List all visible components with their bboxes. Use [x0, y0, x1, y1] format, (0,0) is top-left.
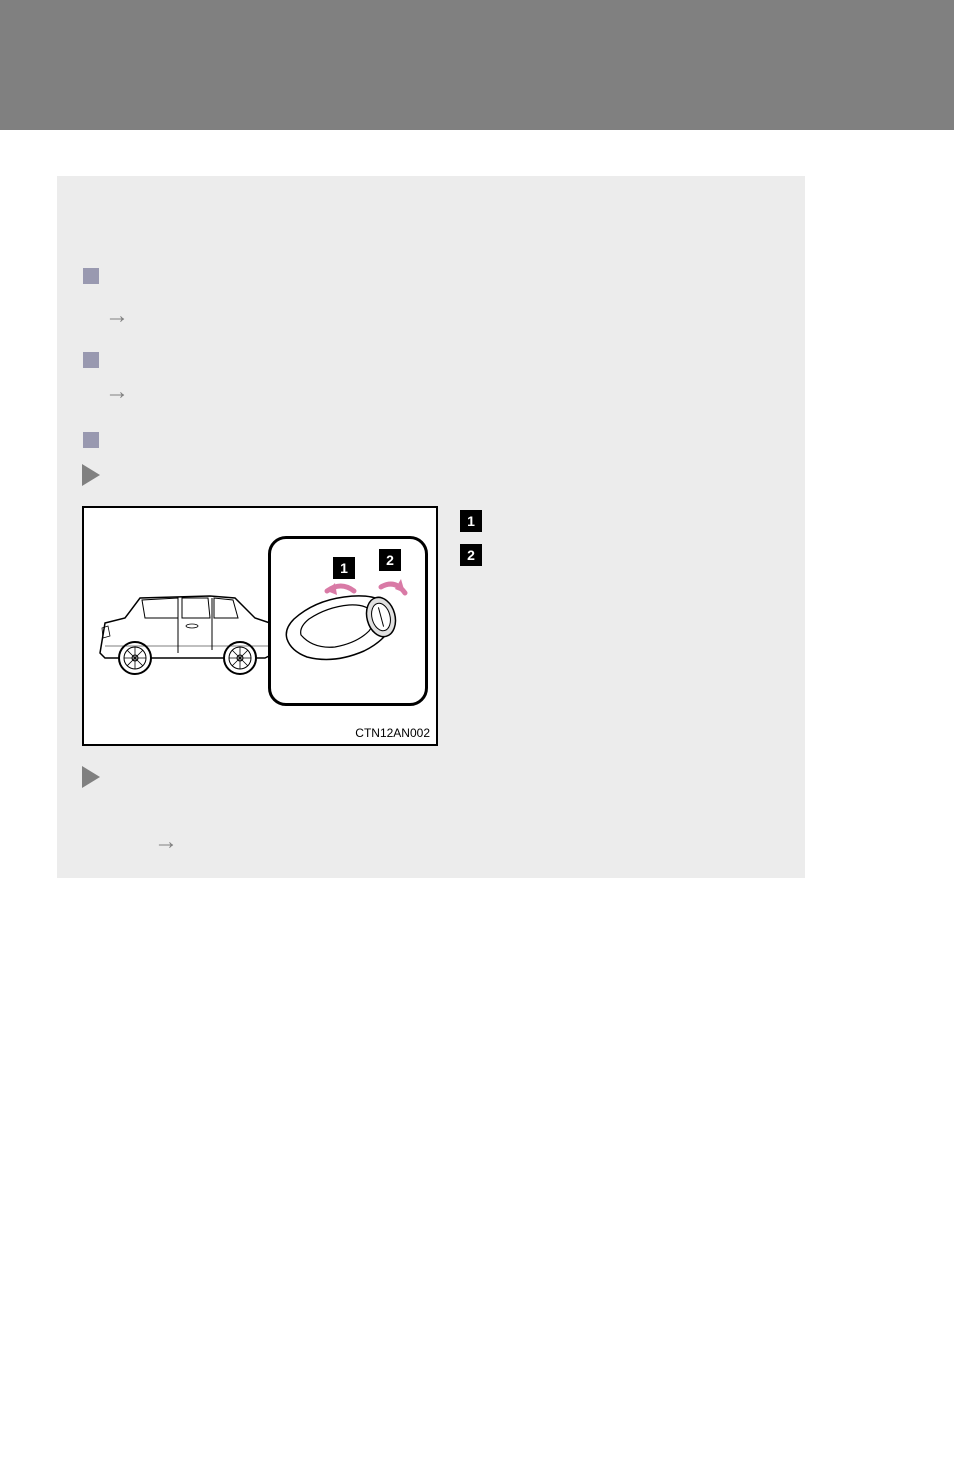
bullet-square-3	[83, 432, 99, 448]
vehicle-side-illustration	[90, 568, 290, 688]
triangle-icon-1	[82, 464, 100, 486]
callout-badge-2-inner: 2	[379, 549, 401, 571]
vehicle-illustration-frame: 1 2 CTN12AN002	[82, 506, 438, 746]
triangle-icon-2	[82, 766, 100, 788]
callout-badge-1-outer: 1	[460, 510, 482, 532]
callout-badge-2-outer: 2	[460, 544, 482, 566]
door-handle-detail-box: 1 2	[268, 536, 428, 706]
door-handle-illustration	[279, 569, 419, 679]
callout-badge-1-inner: 1	[333, 557, 355, 579]
bullet-square-2	[83, 352, 99, 368]
arrow-icon-2: →	[105, 378, 129, 406]
header-bar	[0, 0, 954, 130]
arrow-icon-1: →	[105, 302, 129, 330]
illustration-code: CTN12AN002	[355, 726, 430, 740]
bullet-square-1	[83, 268, 99, 284]
arrow-icon-3: →	[154, 828, 178, 856]
